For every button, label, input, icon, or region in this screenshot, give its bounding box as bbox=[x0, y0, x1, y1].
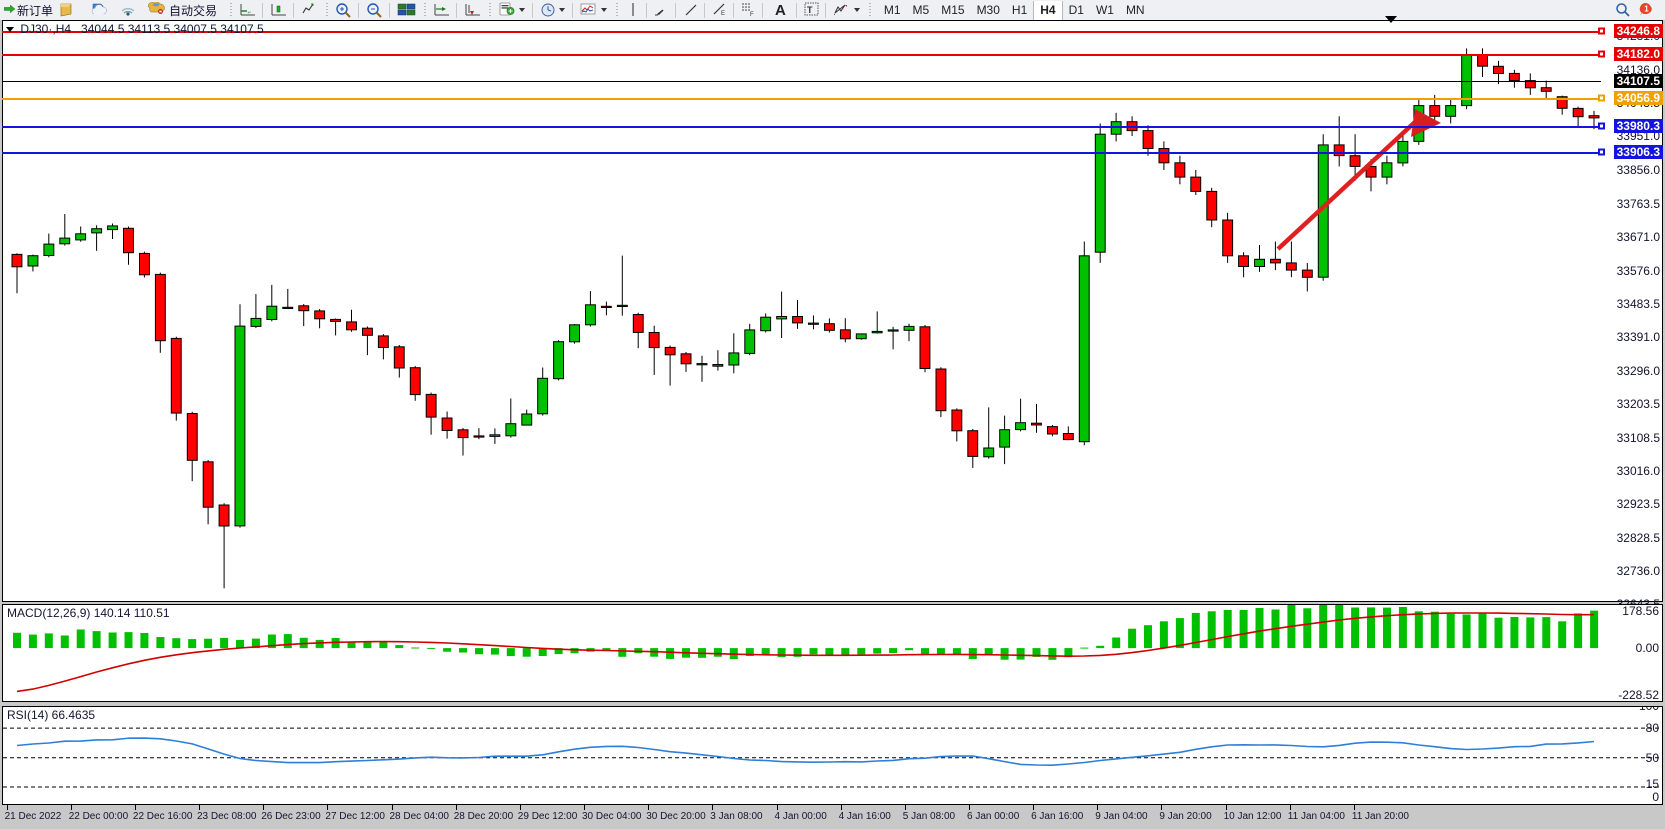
svg-text:1: 1 bbox=[1644, 4, 1649, 13]
svg-text:T: T bbox=[807, 5, 813, 15]
svg-text:F: F bbox=[750, 12, 754, 18]
svg-text:E: E bbox=[721, 11, 725, 17]
svg-text:⌐: ⌐ bbox=[248, 10, 252, 16]
